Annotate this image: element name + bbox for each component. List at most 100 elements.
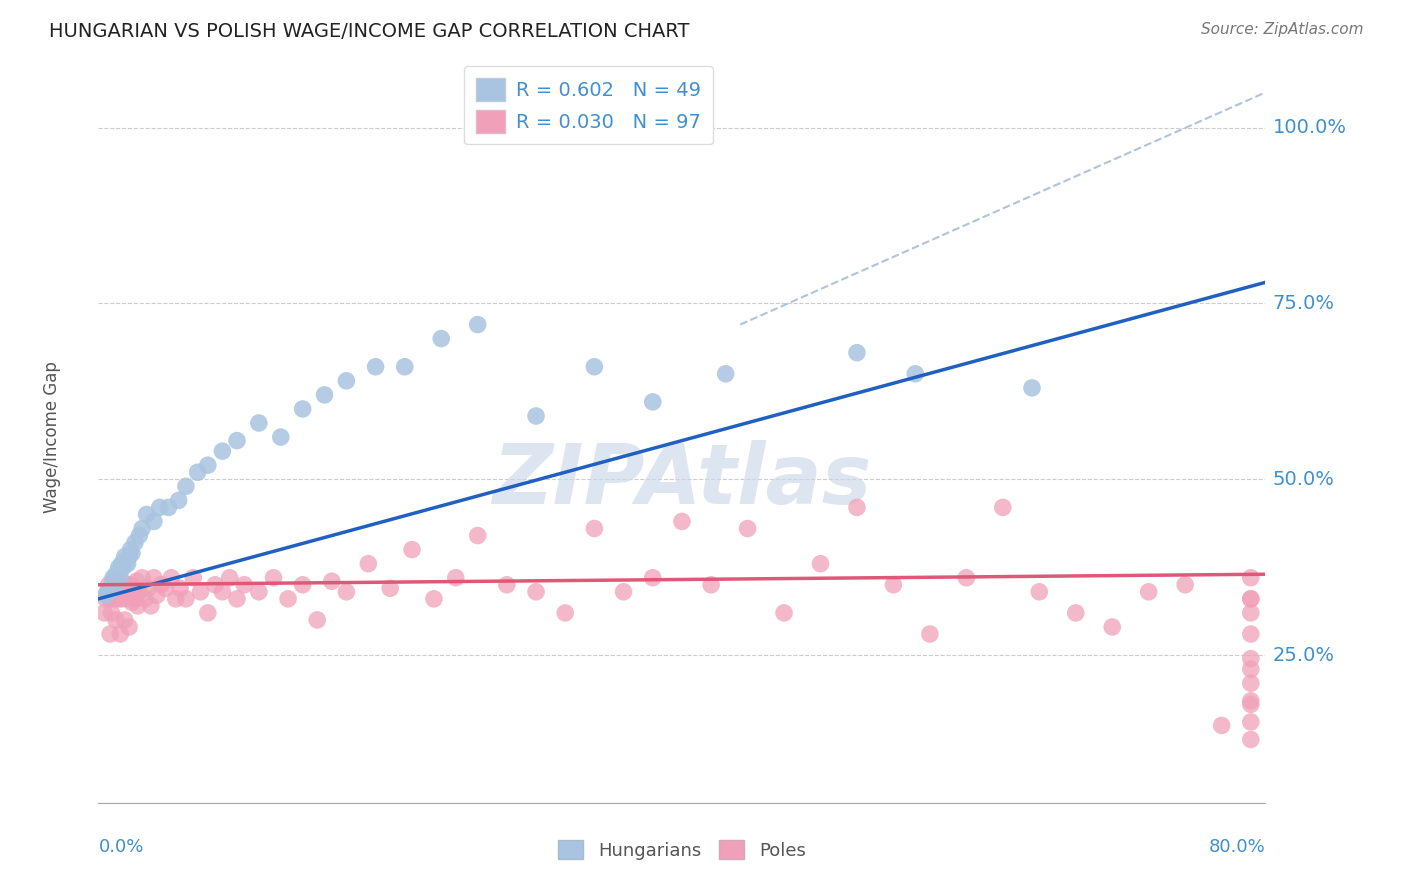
Point: [277, 591, 299, 606]
Point: [118, 549, 141, 564]
Text: Wage/Income Gap: Wage/Income Gap: [42, 361, 60, 513]
Point: [444, 571, 467, 585]
Point: [380, 582, 402, 596]
Point: [120, 542, 142, 557]
Point: [1240, 591, 1263, 606]
Point: [101, 574, 124, 589]
Point: [150, 578, 173, 592]
Point: [98, 591, 121, 606]
Point: [122, 582, 145, 596]
Point: [1240, 694, 1263, 708]
Point: [291, 578, 314, 592]
Point: [357, 557, 380, 571]
Point: [108, 560, 131, 574]
Point: [423, 591, 446, 606]
Point: [124, 535, 146, 549]
Point: [1101, 620, 1123, 634]
Point: [197, 606, 219, 620]
Point: [125, 574, 148, 589]
Point: [524, 584, 547, 599]
Point: [773, 606, 796, 620]
Point: [364, 359, 387, 374]
Point: [335, 584, 357, 599]
Point: [1240, 662, 1263, 676]
Point: [1240, 732, 1263, 747]
Point: [226, 591, 249, 606]
Text: Source: ZipAtlas.com: Source: ZipAtlas.com: [1201, 22, 1364, 37]
Point: [103, 591, 125, 606]
Point: [181, 571, 204, 585]
Point: [1021, 381, 1043, 395]
Point: [157, 500, 180, 515]
Point: [94, 591, 117, 606]
Point: [112, 560, 135, 574]
Point: [101, 584, 124, 599]
Point: [174, 479, 197, 493]
Point: [93, 606, 115, 620]
Point: [115, 553, 138, 567]
Point: [1240, 606, 1263, 620]
Point: [955, 571, 977, 585]
Point: [100, 606, 122, 620]
Text: 25.0%: 25.0%: [1272, 646, 1334, 665]
Text: HUNGARIAN VS POLISH WAGE/INCOME GAP CORRELATION CHART: HUNGARIAN VS POLISH WAGE/INCOME GAP CORR…: [49, 22, 690, 41]
Point: [136, 582, 159, 596]
Point: [394, 359, 416, 374]
Point: [262, 571, 284, 585]
Point: [247, 584, 270, 599]
Point: [1240, 676, 1263, 690]
Point: [97, 578, 120, 592]
Point: [233, 578, 256, 592]
Point: [131, 571, 153, 585]
Point: [671, 515, 693, 529]
Point: [117, 591, 139, 606]
Point: [430, 332, 453, 346]
Point: [641, 395, 664, 409]
Point: [554, 606, 576, 620]
Point: [108, 591, 131, 606]
Point: [112, 582, 135, 596]
Point: [110, 564, 132, 578]
Point: [111, 557, 134, 571]
Point: [110, 627, 132, 641]
Point: [270, 430, 292, 444]
Point: [114, 549, 136, 564]
Point: [211, 584, 233, 599]
Point: [197, 458, 219, 473]
Point: [846, 500, 869, 515]
Point: [98, 627, 121, 641]
Point: [128, 528, 150, 542]
Point: [1211, 718, 1233, 732]
Point: [98, 582, 121, 596]
Point: [165, 591, 187, 606]
Text: 0.0%: 0.0%: [98, 838, 143, 856]
Point: [131, 522, 153, 536]
Point: [149, 500, 172, 515]
Point: [314, 388, 336, 402]
Point: [142, 515, 165, 529]
Point: [1174, 578, 1197, 592]
Point: [882, 578, 904, 592]
Point: [146, 588, 169, 602]
Point: [524, 409, 547, 423]
Point: [105, 574, 128, 589]
Point: [1240, 698, 1263, 712]
Point: [114, 613, 136, 627]
Point: [187, 465, 209, 479]
Point: [100, 578, 122, 592]
Point: [104, 584, 127, 599]
Point: [1240, 627, 1263, 641]
Point: [128, 584, 150, 599]
Point: [160, 571, 183, 585]
Point: [211, 444, 233, 458]
Point: [467, 528, 489, 542]
Point: [1240, 714, 1263, 729]
Point: [583, 359, 606, 374]
Point: [110, 571, 132, 585]
Point: [121, 546, 143, 560]
Point: [321, 574, 343, 589]
Point: [714, 367, 737, 381]
Point: [111, 591, 134, 606]
Point: [204, 578, 226, 592]
Point: [1064, 606, 1087, 620]
